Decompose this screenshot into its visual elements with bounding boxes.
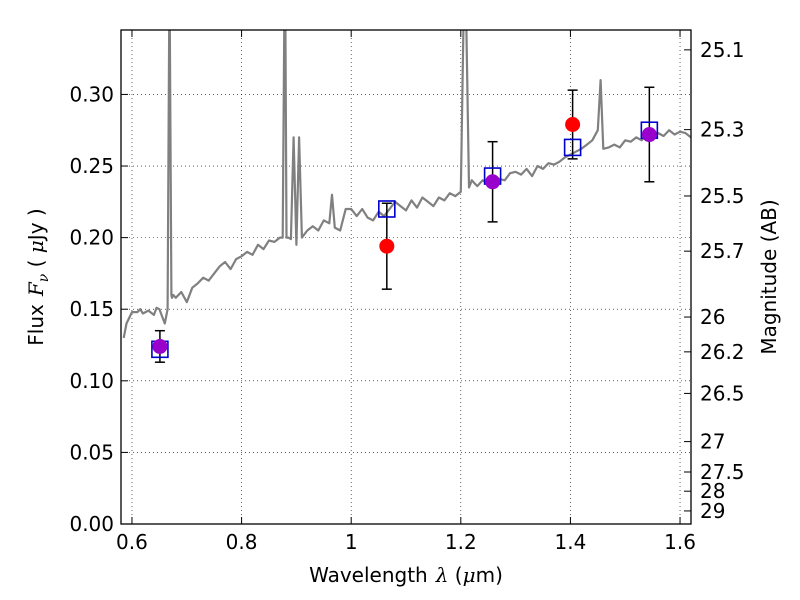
right-tick-label: 25.7 [700, 239, 745, 263]
x-tick-label: 1.2 [445, 530, 477, 554]
y-axis-label: FluxFν ( μJy ) [24, 208, 52, 345]
y-tick-label: 0.20 [69, 226, 114, 250]
observed-marker [152, 338, 168, 354]
y-tick-label: 0.15 [69, 297, 114, 321]
observed-marker [485, 174, 501, 190]
right-tick-label: 26.5 [700, 381, 745, 405]
right-tick-label: 29 [700, 499, 725, 523]
right-tick-label: 25.1 [700, 38, 745, 62]
y-tick-label: 0.10 [69, 369, 114, 393]
right-tick-label: 28 [700, 479, 725, 503]
y-tick-label: 0.30 [69, 82, 114, 106]
observed-marker [379, 238, 395, 254]
observed-marker [641, 127, 657, 143]
x-tick-label: 1 [345, 530, 358, 554]
y-tick-label: 0.05 [69, 440, 114, 464]
y-tick-label: 0.00 [69, 512, 114, 536]
x-tick-label: 1.4 [555, 530, 587, 554]
right-tick-label: 25.5 [700, 184, 745, 208]
right-tick-label: 27 [700, 430, 725, 454]
x-tick-label: 0.8 [226, 530, 258, 554]
right-tick-label: 26 [700, 305, 725, 329]
right-tick-label: 26.2 [700, 340, 745, 364]
x-tick-label: 1.6 [664, 530, 696, 554]
right-tick-label: 25.3 [700, 118, 745, 142]
x-tick-label: 0.6 [116, 530, 148, 554]
x-axis-label: Wavelength λ (μm) [309, 563, 503, 587]
grid-lines [121, 30, 691, 524]
right-tick-label: 27.5 [700, 460, 745, 484]
plot-frame [120, 29, 692, 525]
spectrum-line [122, 30, 691, 339]
data-area [122, 30, 691, 363]
model-marker [563, 138, 582, 157]
right-axis-label: Magnitude (AB) [757, 199, 781, 354]
model-marker [378, 200, 396, 218]
axis-ticks: 0.6 0.8 1 1.2 1.4 1.6 0.00 0.05 0.10 0.15 0.20 0.25… [69, 30, 745, 554]
observed-marker [565, 117, 581, 133]
y-tick-label: 0.25 [69, 154, 114, 178]
